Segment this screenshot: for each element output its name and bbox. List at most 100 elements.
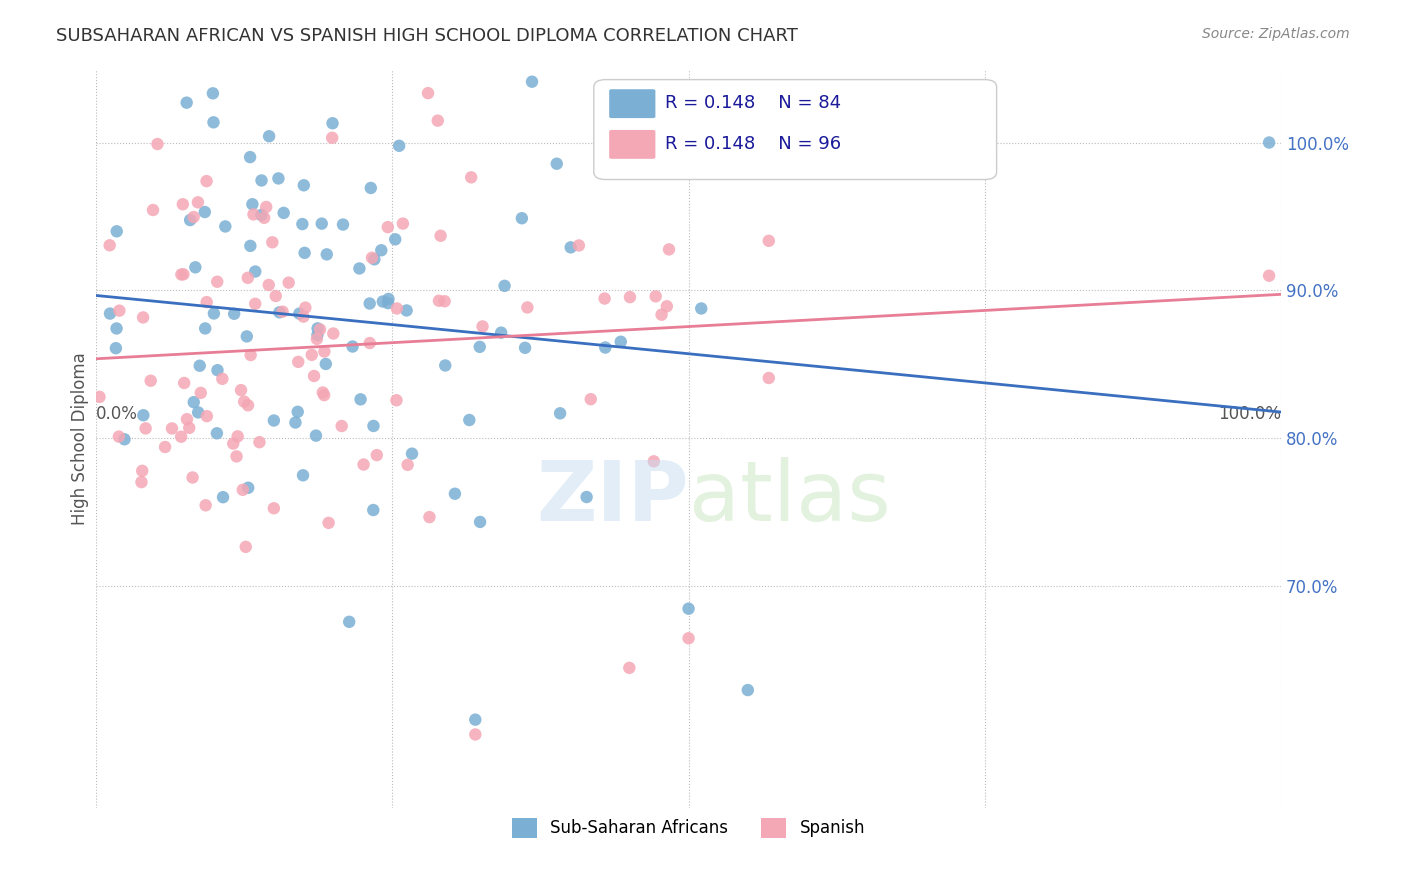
Sub-Saharan Africans xyxy=(359,296,381,310)
Spanish xyxy=(302,369,325,384)
Sub-Saharan Africans xyxy=(263,413,285,427)
Sub-Saharan Africans xyxy=(179,213,201,227)
Sub-Saharan Africans xyxy=(273,206,295,220)
Sub-Saharan Africans xyxy=(342,339,364,353)
Spanish xyxy=(593,292,616,306)
Spanish xyxy=(427,293,450,308)
Sub-Saharan Africans xyxy=(176,95,198,110)
Spanish xyxy=(262,235,284,250)
Spanish xyxy=(366,448,388,462)
Text: R = 0.148    N = 96: R = 0.148 N = 96 xyxy=(665,135,841,153)
Sub-Saharan Africans xyxy=(114,432,136,446)
Sub-Saharan Africans xyxy=(401,447,423,461)
Sub-Saharan Africans xyxy=(288,307,311,321)
Spanish xyxy=(181,470,204,484)
Sub-Saharan Africans xyxy=(489,326,512,340)
Sub-Saharan Africans xyxy=(610,334,633,349)
Sub-Saharan Africans xyxy=(202,115,225,129)
Spanish xyxy=(229,383,252,397)
Spanish xyxy=(651,308,673,322)
Sub-Saharan Africans xyxy=(315,247,337,261)
Sub-Saharan Africans xyxy=(245,264,267,278)
Spanish xyxy=(330,419,353,434)
Spanish xyxy=(254,200,277,214)
Spanish xyxy=(89,390,111,404)
Sub-Saharan Africans xyxy=(267,171,290,186)
FancyBboxPatch shape xyxy=(609,130,655,159)
Spanish xyxy=(292,310,315,324)
Sub-Saharan Africans xyxy=(98,307,121,321)
Y-axis label: High School Diploma: High School Diploma xyxy=(72,352,89,524)
Spanish xyxy=(318,516,340,530)
Sub-Saharan Africans xyxy=(205,426,228,441)
Spanish xyxy=(568,238,591,252)
Spanish xyxy=(108,429,131,443)
Sub-Saharan Africans xyxy=(194,321,217,335)
Sub-Saharan Africans xyxy=(595,341,617,355)
Sub-Saharan Africans xyxy=(212,490,235,504)
Spanish xyxy=(643,454,665,468)
Sub-Saharan Africans xyxy=(307,328,329,343)
Sub-Saharan Africans xyxy=(370,244,392,258)
Spanish xyxy=(253,211,276,225)
Spanish xyxy=(392,217,415,231)
Sub-Saharan Africans xyxy=(458,413,481,427)
Spanish xyxy=(226,429,249,443)
Spanish xyxy=(619,290,641,304)
Spanish xyxy=(644,289,666,303)
Spanish xyxy=(277,276,299,290)
Spanish xyxy=(464,727,486,741)
Sub-Saharan Africans xyxy=(287,405,309,419)
Spanish xyxy=(239,348,262,362)
Sub-Saharan Africans xyxy=(322,116,344,130)
Sub-Saharan Africans xyxy=(184,260,207,275)
Spanish xyxy=(314,344,336,359)
Spanish xyxy=(426,113,449,128)
Sub-Saharan Africans xyxy=(384,232,406,246)
Spanish xyxy=(353,458,375,472)
Text: atlas: atlas xyxy=(689,458,890,538)
Sub-Saharan Africans xyxy=(315,357,337,371)
Sub-Saharan Africans xyxy=(183,395,205,409)
Spanish xyxy=(233,394,256,409)
Sub-Saharan Africans xyxy=(250,208,273,222)
Spanish xyxy=(195,174,218,188)
Spanish xyxy=(187,195,209,210)
Text: Source: ZipAtlas.com: Source: ZipAtlas.com xyxy=(1202,27,1350,41)
Sub-Saharan Africans xyxy=(292,468,315,483)
Spanish xyxy=(377,220,399,235)
Spanish xyxy=(359,336,381,351)
Sub-Saharan Africans xyxy=(305,428,328,442)
Legend: Sub-Saharan Africans, Spanish: Sub-Saharan Africans, Spanish xyxy=(505,811,872,845)
Spanish xyxy=(172,197,194,211)
Spanish xyxy=(131,464,153,478)
Sub-Saharan Africans xyxy=(257,129,280,144)
Spanish xyxy=(294,301,316,315)
Spanish xyxy=(758,371,780,385)
Spanish xyxy=(1258,268,1281,283)
Spanish xyxy=(172,268,194,282)
Sub-Saharan Africans xyxy=(371,294,394,309)
Sub-Saharan Africans xyxy=(207,363,229,377)
Spanish xyxy=(287,355,309,369)
Sub-Saharan Africans xyxy=(105,224,128,238)
Spanish xyxy=(108,303,131,318)
Sub-Saharan Africans xyxy=(546,157,568,171)
Spanish xyxy=(416,86,439,100)
Sub-Saharan Africans xyxy=(548,406,571,420)
Spanish xyxy=(309,322,332,336)
Sub-Saharan Africans xyxy=(444,487,467,501)
Spanish xyxy=(655,299,678,313)
Spanish xyxy=(619,661,641,675)
Spanish xyxy=(139,374,162,388)
Spanish xyxy=(98,238,121,252)
Spanish xyxy=(190,385,212,400)
Spanish xyxy=(396,458,419,472)
Sub-Saharan Africans xyxy=(349,261,371,276)
Sub-Saharan Africans xyxy=(239,239,262,253)
Spanish xyxy=(301,348,323,362)
Sub-Saharan Africans xyxy=(104,341,127,355)
Sub-Saharan Africans xyxy=(377,292,399,306)
Sub-Saharan Africans xyxy=(575,490,598,504)
Spanish xyxy=(245,297,267,311)
